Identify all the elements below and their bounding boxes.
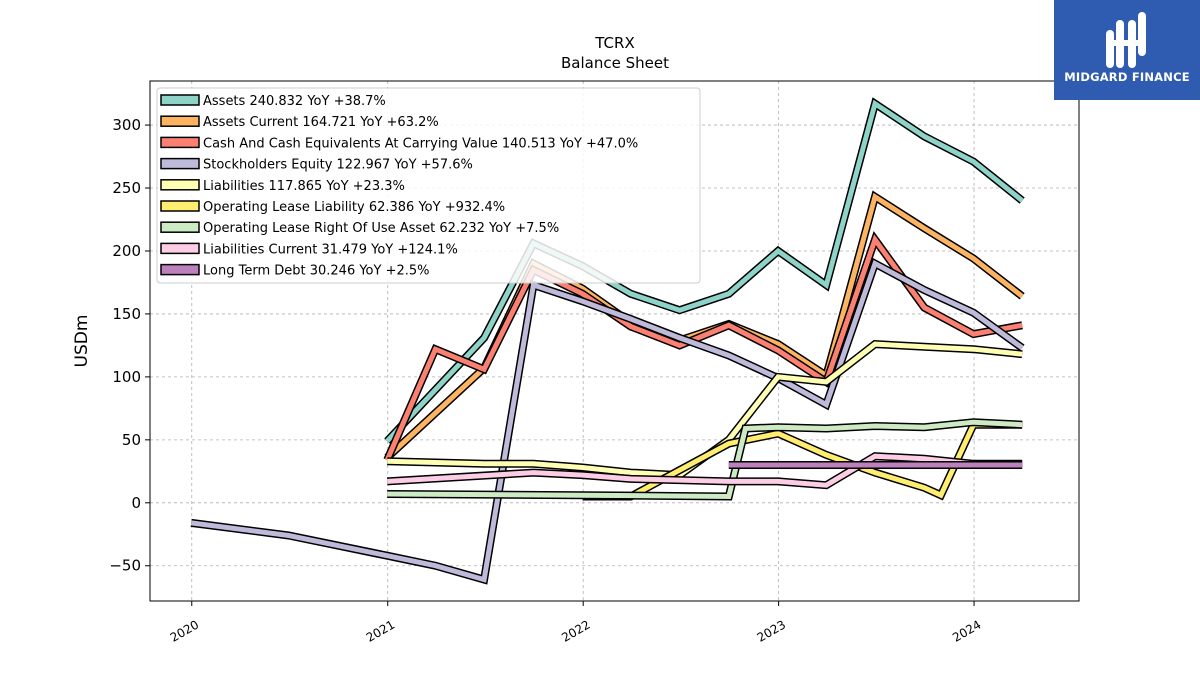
legend-entry: Liabilities Current 31.479 YoY +124.1%: [203, 242, 458, 257]
series-line: [387, 419, 1023, 500]
x-tick-label: 2023: [755, 617, 788, 644]
legend-entry: Assets 240.832 YoY +38.7%: [203, 94, 386, 109]
brand-logo-mark-icon: [1106, 12, 1146, 68]
legend-entry: Operating Lease Right Of Use Asset 62.23…: [203, 221, 559, 236]
y-axis-label: USDm: [72, 315, 92, 368]
y-tick-label: 250: [112, 179, 141, 197]
y-tick-label: −50: [109, 557, 141, 575]
legend-swatch: [160, 94, 200, 106]
legend-swatch: [160, 179, 200, 191]
y-tick-label: 0: [131, 494, 141, 512]
legend-swatch: [160, 263, 200, 276]
legend-entry: Cash And Cash Equivalents At Carrying Va…: [203, 136, 638, 151]
x-tick-label: 2022: [559, 617, 592, 644]
x-tick-label: 2021: [364, 617, 397, 644]
legend: Assets 240.832 YoY +38.7% Assets Current …: [156, 87, 701, 284]
legend-swatch: [160, 157, 200, 170]
legend-swatch: [160, 221, 200, 233]
y-tick-label: 100: [112, 368, 141, 386]
legend-swatch: [160, 200, 200, 212]
y-tick-label: 50: [122, 431, 141, 449]
legend-box: [156, 87, 701, 284]
y-tick-label: 150: [112, 305, 141, 323]
legend-entry: Liabilities 117.865 YoY +23.3%: [203, 179, 405, 194]
brand-logo: MIDGARD FINANCE: [1054, 0, 1200, 100]
legend-entry: Long Term Debt 30.246 YoY +2.5%: [203, 264, 430, 279]
y-tick-label: 300: [112, 116, 141, 134]
brand-name: MIDGARD FINANCE: [1064, 70, 1190, 84]
x-tick-label: 2024: [950, 617, 983, 644]
x-tick-label: 2020: [168, 617, 201, 644]
axes: −50 0 50 100 150 200 250 300 2020 2021 2022 2023 202…: [109, 116, 983, 645]
series-line: [387, 453, 1023, 488]
series-line: [190, 260, 1024, 583]
plot-frame: [149, 80, 1080, 602]
legend-swatch: [160, 242, 200, 255]
y-tick-label: 200: [112, 242, 141, 260]
series-line: [384, 234, 1023, 461]
legend-swatch: [160, 136, 200, 149]
chart-title: TCRX: [594, 34, 634, 52]
legend-swatch: [160, 115, 200, 127]
legend-entry: Operating Lease Liability 62.386 YoY +93…: [203, 200, 505, 215]
legend-entry: Stockholders Equity 122.967 YoY +57.6%: [203, 158, 473, 173]
legend-entry: Assets Current 164.721 YoY +63.2%: [203, 115, 439, 130]
chart-subtitle: Balance Sheet: [561, 54, 669, 72]
